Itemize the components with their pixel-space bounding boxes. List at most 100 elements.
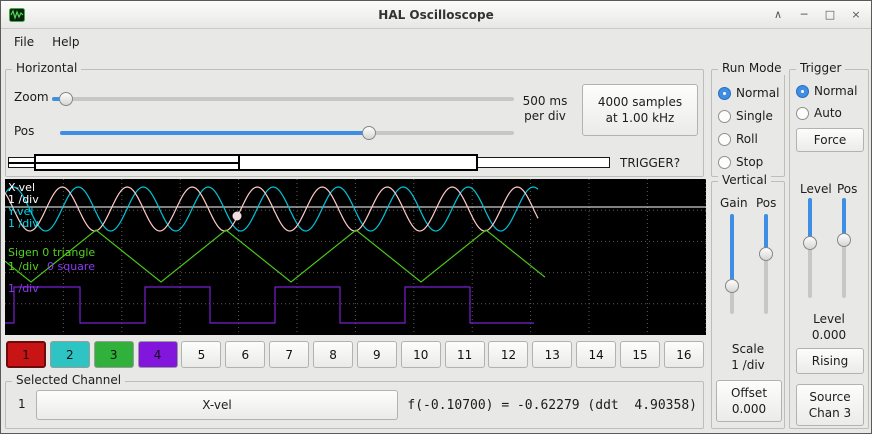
run-mode-option-roll[interactable]: Roll [718, 130, 784, 148]
channel-button-6[interactable]: 6 [225, 341, 266, 368]
scope-label: 1 /div [8, 282, 39, 295]
trigger-edge-button[interactable]: Rising [796, 348, 864, 374]
menu-file[interactable]: File [14, 35, 35, 49]
trigger-mode-option-auto[interactable]: Auto [796, 104, 868, 122]
trace-x-vel [5, 186, 539, 232]
channel-button-14[interactable]: 14 [576, 341, 617, 368]
scope-label: 0 square [47, 260, 95, 273]
channel-button-16[interactable]: 16 [663, 341, 704, 368]
horizontal-panel: Horizontal Zoom 500 ms per div 4000 samp… [5, 61, 704, 177]
scale-value: 1 /div [731, 358, 765, 372]
channel-button-row: 1 2 3 4 5 6 7 8 9 10 11 12 13 14 15 16 [6, 341, 704, 368]
channel-button-12[interactable]: 12 [488, 341, 529, 368]
channel-button-7[interactable]: 7 [269, 341, 310, 368]
slider-track [764, 214, 768, 314]
slider-handle[interactable] [361, 126, 376, 140]
radio-label: Single [736, 109, 773, 123]
timebase-readout: 500 ms per div [512, 94, 578, 124]
scope-label: Y-vel [8, 205, 34, 218]
channel-button-10[interactable]: 10 [400, 341, 441, 368]
radio-icon [796, 84, 809, 98]
offset-label: Offset [730, 386, 768, 400]
selected-channel-panel: Selected Channel 1 X-vel f(-0.10700) = -… [5, 373, 704, 429]
slider-fill [60, 131, 369, 135]
trigger-level-value: 0.000 [811, 328, 847, 342]
channel-button-1[interactable]: 1 [6, 341, 46, 368]
channel-button-13[interactable]: 13 [532, 341, 573, 368]
menubar: File Help [1, 29, 871, 55]
slider-track [842, 198, 846, 298]
radio-label: Stop [736, 155, 764, 169]
radio-icon [718, 109, 731, 123]
gain-label: Gain [720, 196, 748, 210]
zoom-label: Zoom [14, 90, 49, 104]
shade-button[interactable]: ∧ [773, 7, 783, 21]
horizontal-panel-title: Horizontal [12, 61, 82, 75]
trace-sigen-0-square [5, 286, 534, 324]
channel-button-5[interactable]: 5 [181, 341, 222, 368]
vertical-gain-slider[interactable] [724, 214, 740, 314]
trigger-point-marker [232, 211, 242, 221]
trigger-panel: Trigger Normal Auto Force Level Pos Level… [789, 61, 869, 429]
vertical-panel-title: Vertical [718, 173, 771, 187]
vertical-pos-label: Pos [756, 196, 777, 210]
channel-button-15[interactable]: 15 [620, 341, 661, 368]
channel-button-9[interactable]: 9 [356, 341, 397, 368]
channel-readout: f(-0.10700) = -0.62279 (ddt 4.90358) [407, 398, 697, 413]
slider-fill [808, 198, 812, 243]
channel-button-4[interactable]: 4 [137, 341, 178, 368]
channel-button-3[interactable]: 3 [93, 341, 134, 368]
slider-handle[interactable] [58, 92, 73, 106]
maximize-button[interactable]: □ [824, 7, 836, 21]
timebase-unit: per div [524, 109, 566, 123]
trigger-source-button[interactable]: Source Chan 3 [796, 384, 864, 426]
run-mode-option-normal[interactable]: Normal [718, 84, 784, 102]
scale-label: Scale [731, 342, 765, 356]
run-mode-panel-title: Run Mode [718, 61, 786, 75]
slider-handle[interactable] [725, 279, 739, 293]
slider-fill [842, 198, 846, 240]
vertical-panel: Vertical Gain Pos Scale 1 /div Offset 0.… [711, 173, 785, 429]
horizontal-pos-slider[interactable] [60, 126, 514, 140]
radio-icon [718, 86, 731, 100]
trace-sigen-0-triangle [5, 229, 546, 283]
scope-label: 1 /div [8, 217, 39, 230]
samples-button[interactable]: 4000 samples at 1.00 kHz [582, 84, 698, 136]
scope-label: 1 /div [8, 193, 39, 206]
minimize-button[interactable]: ─ [800, 7, 808, 21]
trigger-level-value-label: Level [813, 312, 845, 326]
slider-handle[interactable] [837, 233, 851, 247]
trigger-mode-radios: Normal Auto [796, 70, 868, 122]
trigger-pos-slider[interactable] [836, 198, 852, 298]
titlebar[interactable]: HAL Oscilloscope ∧ ─ □ × [1, 1, 871, 29]
menu-help[interactable]: Help [52, 35, 80, 49]
channel-button-8[interactable]: 8 [313, 341, 354, 368]
trigger-level-slider[interactable] [802, 198, 818, 298]
slider-handle[interactable] [803, 236, 817, 250]
trigger-position-marker [238, 154, 240, 171]
channel-name-button[interactable]: X-vel [36, 390, 398, 420]
run-mode-panel: Run Mode Normal Single Roll Stop [711, 61, 786, 177]
slider-fill [730, 214, 734, 286]
close-button[interactable]: × [851, 7, 861, 21]
vertical-pos-slider[interactable] [758, 214, 774, 314]
scope-display[interactable]: X-vel 1 /div Y-vel 1 /div Sigen 0 triangle 1 … [5, 179, 706, 335]
run-mode-option-stop[interactable]: Stop [718, 153, 784, 171]
channel-button-11[interactable]: 11 [444, 341, 485, 368]
trigger-mode-option-normal[interactable]: Normal [796, 82, 868, 100]
radio-icon [718, 155, 731, 169]
selected-channel-number: 1 [18, 397, 26, 411]
slider-handle[interactable] [759, 247, 773, 261]
radio-label: Roll [736, 132, 758, 146]
run-mode-option-single[interactable]: Single [718, 107, 784, 125]
radio-icon [718, 132, 731, 146]
radio-label: Normal [814, 84, 858, 98]
zoom-slider[interactable] [52, 92, 514, 106]
offset-button[interactable]: Offset 0.000 [716, 380, 782, 422]
force-button[interactable]: Force [796, 128, 864, 152]
scope-label: 1 /div [8, 260, 39, 273]
record-position-bar[interactable] [8, 154, 612, 172]
channel-button-2[interactable]: 2 [49, 341, 90, 368]
trigger-panel-title: Trigger [796, 61, 846, 75]
